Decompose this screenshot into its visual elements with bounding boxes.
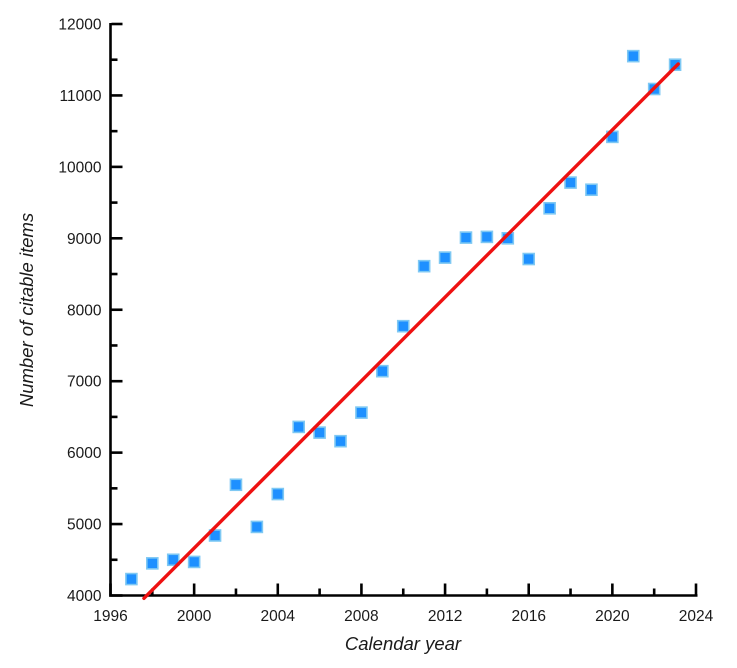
x-tick-label: 2004 bbox=[261, 608, 296, 625]
y-tick-label: 5000 bbox=[67, 517, 102, 534]
trend-line bbox=[142, 62, 680, 601]
data-point-marker bbox=[564, 176, 577, 189]
y-axis-label: Number of citable items bbox=[16, 213, 37, 407]
data-point-marker bbox=[668, 58, 682, 72]
y-tick-label: 4000 bbox=[67, 588, 102, 605]
x-tick-label: 2020 bbox=[595, 608, 630, 625]
data-point-marker bbox=[208, 529, 222, 542]
x-tick-label: 2000 bbox=[177, 608, 212, 625]
data-point-marker bbox=[313, 426, 326, 439]
y-tick-label: 9000 bbox=[67, 231, 102, 248]
data-point-marker bbox=[396, 319, 410, 333]
data-point-marker bbox=[229, 478, 243, 492]
data-point-marker bbox=[522, 252, 536, 266]
data-point-marker bbox=[292, 420, 305, 434]
data-point-marker bbox=[585, 183, 598, 197]
data-point-marker bbox=[334, 434, 347, 448]
data-point-marker bbox=[355, 406, 368, 419]
data-point-marker bbox=[146, 557, 159, 570]
data-point-marker bbox=[250, 520, 264, 534]
x-tick-label: 2012 bbox=[428, 608, 462, 625]
x-axis-label: Calendar year bbox=[345, 633, 462, 654]
x-tick-label: 2016 bbox=[511, 608, 545, 625]
y-tick-label: 6000 bbox=[67, 445, 102, 462]
y-tick-label: 10000 bbox=[58, 159, 101, 176]
data-point-marker bbox=[459, 231, 473, 244]
data-point-marker bbox=[187, 555, 201, 569]
data-point-marker bbox=[376, 364, 389, 378]
data-point-marker bbox=[166, 553, 180, 567]
data-point-marker bbox=[417, 259, 431, 273]
y-tick-label: 12000 bbox=[58, 17, 101, 34]
x-tick-label: 1996 bbox=[93, 608, 127, 625]
data-point-marker bbox=[271, 487, 285, 501]
x-tick-label: 2008 bbox=[344, 608, 378, 625]
x-tick-label: 2024 bbox=[679, 608, 714, 625]
y-tick-label: 7000 bbox=[67, 374, 102, 391]
data-point-marker bbox=[438, 251, 452, 264]
data-point-marker bbox=[626, 49, 640, 63]
data-point-marker bbox=[125, 572, 138, 586]
data-point-marker bbox=[480, 230, 494, 244]
data-point-marker bbox=[543, 202, 556, 215]
y-tick-label: 11000 bbox=[60, 88, 102, 105]
y-tick-label: 8000 bbox=[67, 302, 102, 319]
